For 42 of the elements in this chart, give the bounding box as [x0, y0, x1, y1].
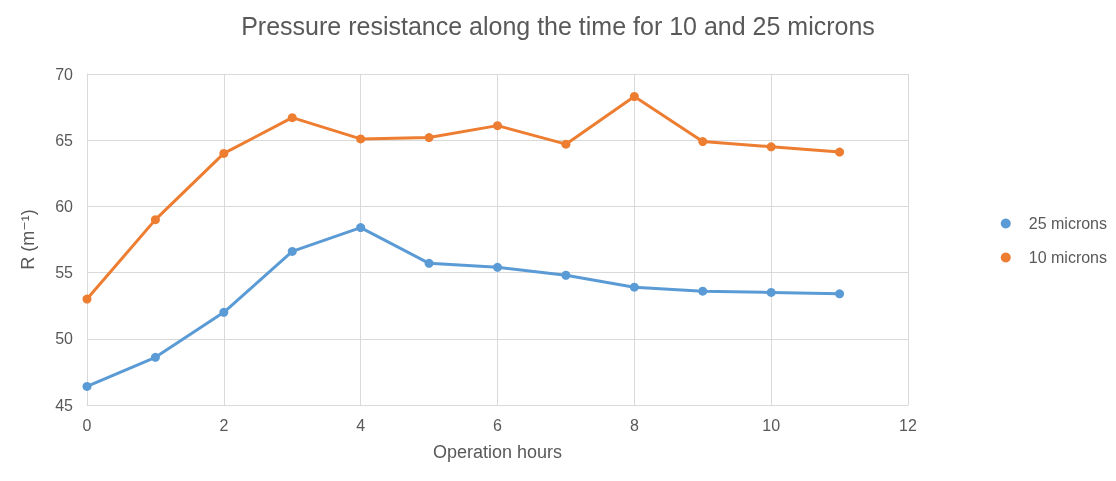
point	[835, 147, 845, 157]
point	[629, 92, 639, 102]
y-tick-label: 70	[55, 65, 74, 83]
y-tick-label: 60	[55, 197, 74, 215]
y-tick-label: 50	[55, 330, 74, 348]
point	[150, 215, 160, 225]
point	[698, 286, 708, 296]
point	[356, 134, 366, 144]
point	[493, 121, 502, 131]
point	[82, 294, 92, 304]
point	[150, 352, 160, 362]
y-axis-title: R (m⁻¹)	[18, 209, 38, 270]
x-tick-label: 6	[493, 416, 503, 434]
x-tick-label: 0	[82, 416, 92, 434]
point	[356, 223, 366, 233]
point	[287, 113, 297, 123]
x-tick-label: 2	[219, 416, 229, 434]
point	[219, 148, 229, 158]
point	[219, 307, 229, 317]
point	[698, 137, 708, 147]
point	[766, 142, 776, 152]
point	[561, 139, 571, 149]
point	[766, 287, 776, 297]
x-tick-label: 4	[356, 416, 366, 434]
point	[493, 262, 502, 272]
y-tick-label: 65	[55, 131, 74, 149]
y-tick-label: 55	[55, 264, 74, 282]
point	[424, 133, 434, 143]
x-tick-label: 8	[629, 416, 639, 434]
x-axis-title: Operation hours	[432, 442, 563, 462]
point	[561, 270, 571, 280]
legend-label: 25 microns	[1028, 215, 1107, 232]
x-tick-label: 10	[762, 416, 781, 434]
y-tick-label: 45	[55, 396, 74, 414]
point	[629, 282, 639, 292]
chart-title: Pressure resistance along the time for 10 and 25 microns	[241, 11, 875, 40]
point	[424, 258, 434, 268]
legend-label: 10 microns	[1028, 249, 1107, 266]
point	[82, 381, 92, 391]
point	[287, 246, 297, 256]
point	[835, 289, 845, 299]
x-tick-label: 12	[899, 416, 917, 434]
